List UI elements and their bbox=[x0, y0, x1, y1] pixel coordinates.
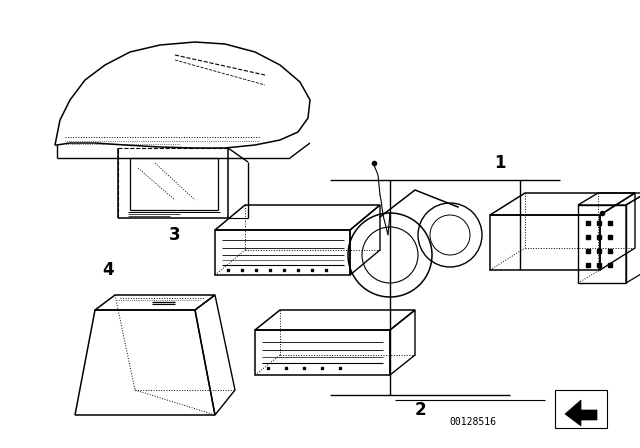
Text: 1: 1 bbox=[494, 154, 506, 172]
Text: 3: 3 bbox=[169, 226, 181, 244]
Text: 00128516: 00128516 bbox=[449, 417, 497, 427]
FancyBboxPatch shape bbox=[555, 390, 607, 428]
Polygon shape bbox=[565, 400, 597, 426]
Text: 4: 4 bbox=[102, 261, 114, 279]
Text: 2: 2 bbox=[414, 401, 426, 419]
